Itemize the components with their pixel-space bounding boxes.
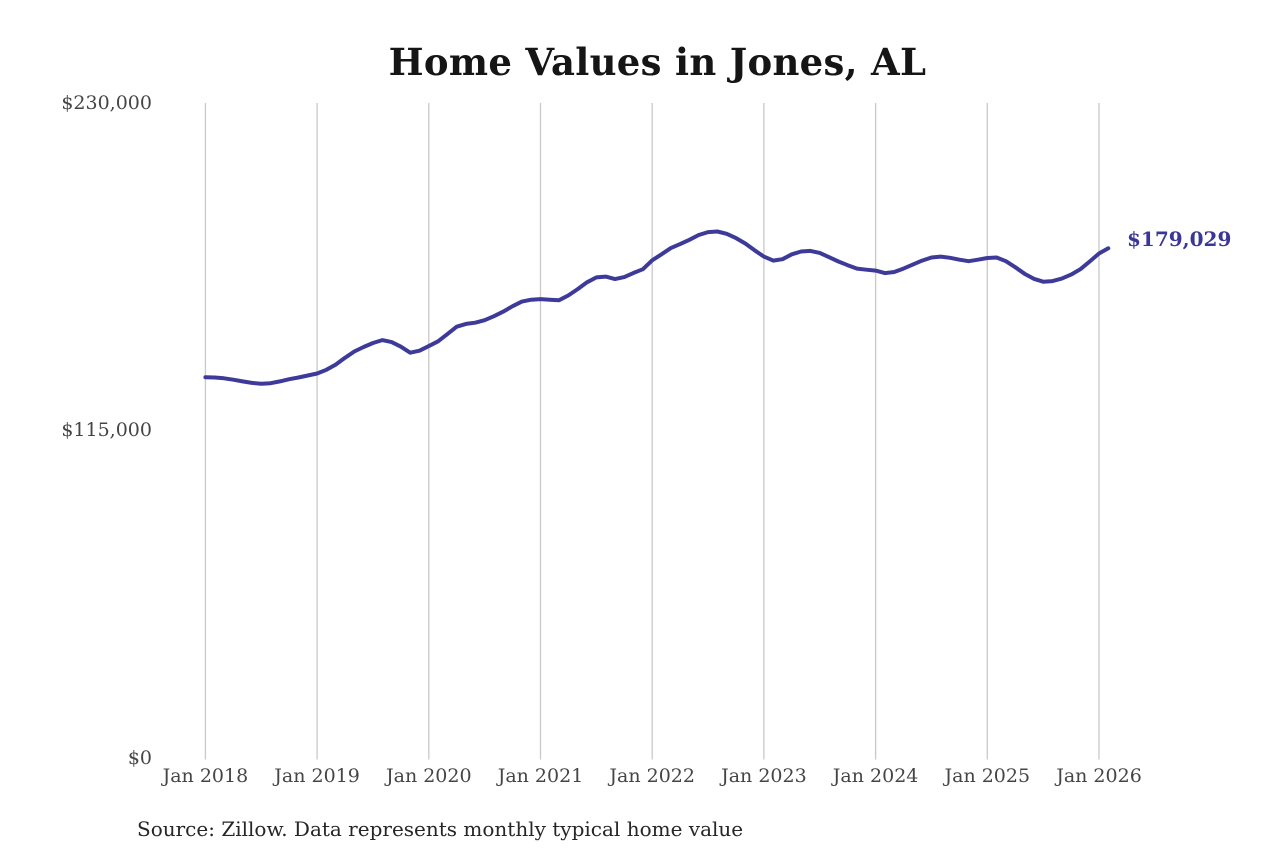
- gridline-group: [204, 103, 1100, 760]
- x-tick-label: Jan 2020: [386, 765, 472, 787]
- x-tick-label: Jan 2019: [274, 765, 360, 787]
- x-tick-label: Jan 2026: [1056, 765, 1142, 787]
- x-tick-label: Jan 2025: [944, 765, 1031, 787]
- y-tick-label: $0: [127, 747, 152, 769]
- x-tick-label: Jan 2018: [162, 765, 249, 787]
- end-value-label: $179,029: [1127, 227, 1232, 251]
- source-note: Source: Zillow. Data represents monthly …: [137, 817, 744, 841]
- chart-title: Home Values in Jones, AL: [388, 40, 927, 84]
- x-tick-label: Jan 2024: [832, 765, 919, 787]
- x-tick-label: Jan 2023: [721, 765, 807, 787]
- x-tick-label: Jan 2022: [609, 765, 695, 787]
- y-tick-label: $115,000: [61, 419, 152, 442]
- x-tick-label: Jan 2021: [497, 765, 584, 787]
- home-value-line: [203, 229, 1111, 386]
- y-tick-label: $230,000: [61, 91, 152, 114]
